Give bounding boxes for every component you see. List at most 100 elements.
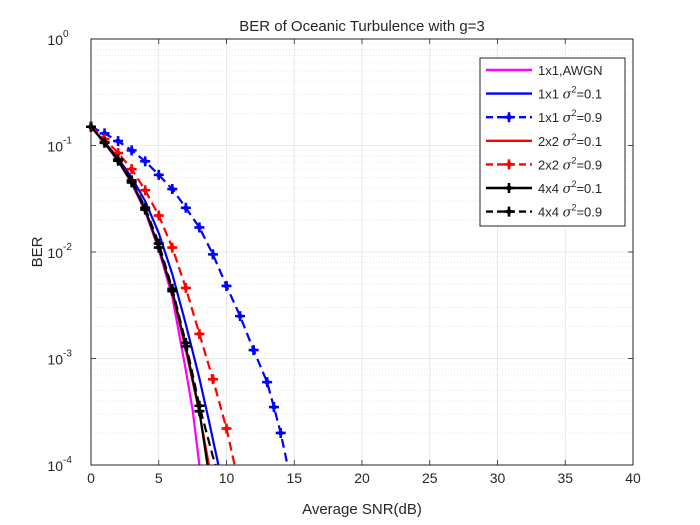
y-tick-label: 10 0 bbox=[47, 29, 69, 48]
legend-superscript: 2 bbox=[571, 132, 576, 142]
marker-plus bbox=[113, 154, 124, 165]
marker-plus bbox=[262, 377, 273, 388]
data-point bbox=[235, 311, 246, 322]
marker-plus bbox=[221, 280, 232, 291]
legend-label: 1x1 σ2=0.9 bbox=[538, 108, 602, 126]
legend-prefix: 4x4 bbox=[538, 205, 563, 220]
legend-label: 2x2 σ2=0.9 bbox=[538, 155, 602, 173]
marker-plus bbox=[268, 402, 279, 413]
y-tick-base: 10 bbox=[47, 139, 63, 155]
legend-suffix: =0.9 bbox=[576, 110, 602, 125]
series-line bbox=[90, 125, 217, 466]
legend-item: 2x2 σ2=0.9 bbox=[486, 155, 602, 173]
y-tick-base: 10 bbox=[47, 352, 63, 368]
marker-plus bbox=[167, 184, 178, 195]
legend-label: 2x2 σ2=0.1 bbox=[538, 132, 602, 150]
marker-plus bbox=[194, 328, 205, 339]
x-tick-label: 35 bbox=[557, 470, 573, 486]
legend-symbol: σ bbox=[563, 182, 573, 197]
y-tick-exponent: -2 bbox=[63, 242, 72, 253]
series-5 bbox=[86, 121, 236, 466]
legend-marker-plus bbox=[504, 112, 514, 123]
data-point bbox=[194, 328, 205, 339]
legend-label: 1x1,AWGN bbox=[538, 63, 603, 78]
marker-plus bbox=[167, 242, 178, 253]
x-tick-labels: 0 5 10 15 20 25 30 35 40 bbox=[87, 470, 641, 486]
marker-plus bbox=[180, 202, 191, 213]
legend-symbol: σ bbox=[563, 158, 573, 173]
y-tick-label: 10 -1 bbox=[47, 136, 72, 155]
data-point bbox=[167, 184, 178, 195]
data-point bbox=[180, 282, 191, 293]
tick-marks bbox=[90, 38, 634, 466]
legend-prefix: 1x1,AWGN bbox=[538, 63, 603, 78]
data-point bbox=[153, 210, 164, 221]
marker-plus bbox=[275, 427, 286, 438]
marker-plus bbox=[235, 311, 246, 322]
marker-plus bbox=[194, 222, 205, 233]
marker-plus bbox=[140, 185, 151, 196]
legend-suffix: =0.9 bbox=[576, 205, 602, 220]
marker-plus bbox=[207, 374, 218, 385]
data-point bbox=[180, 337, 191, 348]
data-point bbox=[113, 154, 124, 165]
marker-plus bbox=[207, 249, 218, 260]
legend-suffix: =0.1 bbox=[576, 181, 602, 196]
marker-plus bbox=[153, 210, 164, 221]
data-point bbox=[153, 169, 164, 180]
data-point bbox=[99, 137, 110, 148]
y-tick-label: 10 -4 bbox=[47, 455, 72, 474]
legend-symbol: σ bbox=[563, 206, 573, 221]
marker-plus bbox=[153, 169, 164, 180]
y-tick-base: 10 bbox=[47, 32, 63, 48]
legend-marker-plus bbox=[504, 206, 514, 217]
data-point bbox=[126, 145, 137, 156]
marker-plus bbox=[126, 164, 137, 175]
data-point bbox=[140, 185, 151, 196]
legend-marker-plus bbox=[504, 159, 514, 170]
legend-prefix: 1x1 bbox=[538, 87, 563, 102]
legend-symbol: σ bbox=[563, 111, 573, 126]
x-tick-label: 15 bbox=[286, 470, 302, 486]
legend-item: 1x1 σ2=0.1 bbox=[486, 85, 602, 103]
data-point bbox=[275, 427, 286, 438]
series-line bbox=[90, 125, 289, 466]
data-point bbox=[126, 175, 137, 186]
legend-item: 1x1 σ2=0.9 bbox=[486, 108, 602, 126]
y-tick-base: 10 bbox=[47, 458, 63, 474]
x-tick-label: 40 bbox=[625, 470, 641, 486]
x-tick-label: 0 bbox=[87, 470, 95, 486]
legend-superscript: 2 bbox=[571, 203, 576, 213]
data-point bbox=[167, 242, 178, 253]
marker-plus bbox=[126, 145, 137, 156]
y-tick-exponent: -4 bbox=[63, 455, 72, 466]
x-tick-label: 5 bbox=[155, 470, 163, 486]
legend-item: 4x4 σ2=0.1 bbox=[486, 179, 602, 197]
legend-superscript: 2 bbox=[571, 85, 576, 95]
y-tick-label: 10 -3 bbox=[47, 349, 72, 368]
x-tick-label: 10 bbox=[219, 470, 235, 486]
x-tick-label: 30 bbox=[490, 470, 506, 486]
legend-label: 1x1 σ2=0.1 bbox=[538, 85, 602, 103]
marker-plus bbox=[126, 175, 137, 186]
data-point bbox=[180, 202, 191, 213]
legend-label: 4x4 σ2=0.1 bbox=[538, 179, 602, 197]
legend-symbol: σ bbox=[563, 135, 573, 150]
chart-title: BER of Oceanic Turbulence with g=3 bbox=[239, 18, 485, 35]
legend-prefix: 1x1 bbox=[538, 110, 563, 125]
legend-item: 2x2 σ2=0.1 bbox=[486, 132, 602, 150]
marker-plus bbox=[99, 137, 110, 148]
marker-plus bbox=[194, 400, 205, 411]
legend-suffix: =0.1 bbox=[576, 87, 602, 102]
data-point bbox=[221, 423, 232, 434]
data-point bbox=[153, 238, 164, 249]
x-tick-label: 20 bbox=[354, 470, 370, 486]
data-point bbox=[207, 374, 218, 385]
legend-prefix: 2x2 bbox=[538, 134, 563, 149]
legend-superscript: 2 bbox=[571, 179, 576, 189]
legend-item: 4x4 σ2=0.9 bbox=[486, 203, 602, 221]
marker-plus bbox=[221, 423, 232, 434]
y-tick-exponent: -1 bbox=[63, 136, 72, 147]
